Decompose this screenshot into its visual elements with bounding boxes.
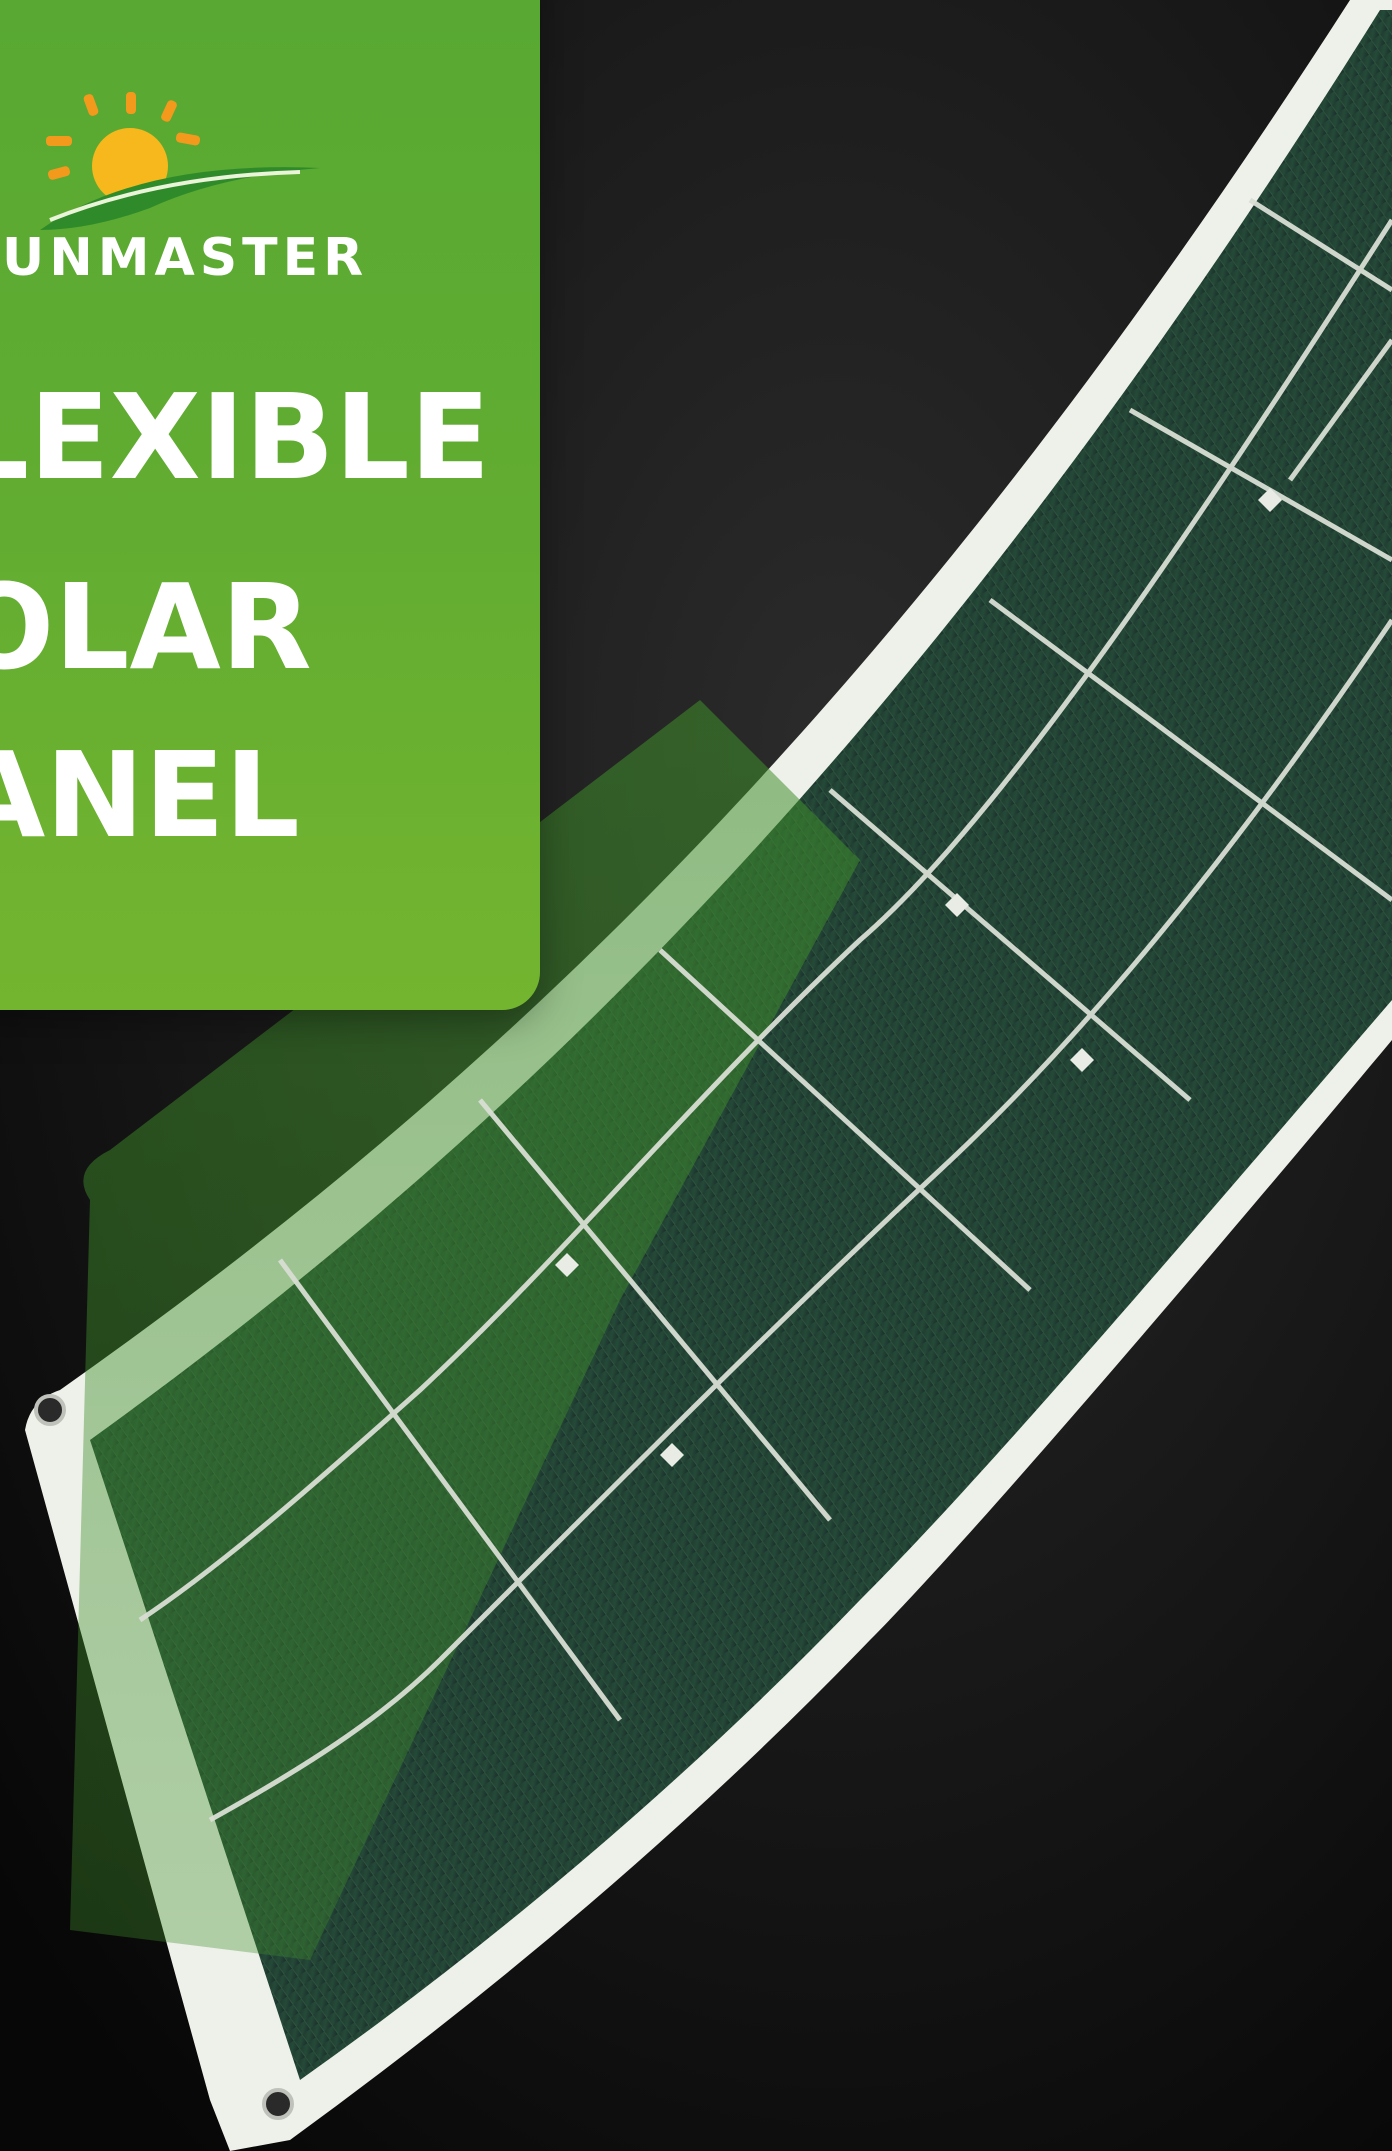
cell-grid xyxy=(138,197,1392,1823)
grommet-top xyxy=(34,1394,66,1426)
grid-junctions xyxy=(555,488,1282,1467)
headline-line-3: ANEL xyxy=(0,726,300,864)
headline-line-2: OLAR xyxy=(0,558,312,696)
green-overlay-block xyxy=(70,700,860,1960)
headline-line-1: LEXIBLE xyxy=(0,368,491,506)
grommet-bottom xyxy=(262,2088,294,2120)
sun-logo-icon xyxy=(40,92,320,230)
brand-name: UNMASTER xyxy=(2,228,369,288)
